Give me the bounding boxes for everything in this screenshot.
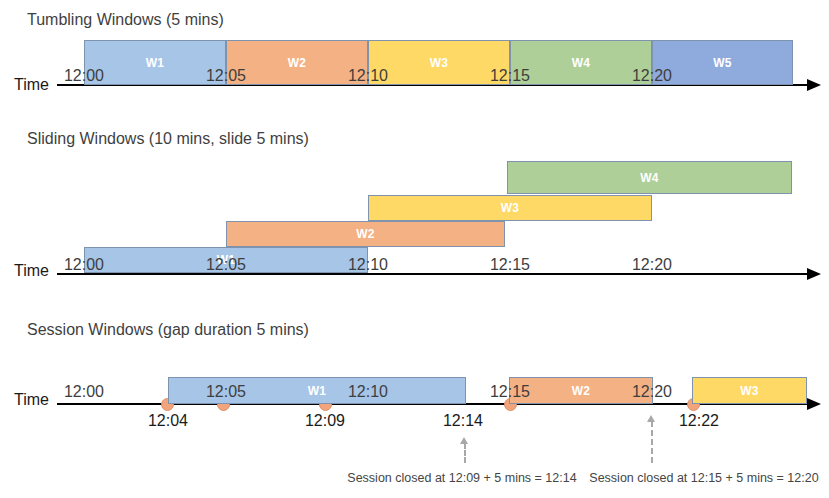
window-label: W1 [146, 56, 165, 70]
time-axis-label: Time [14, 391, 49, 409]
window-session-w3: W3 [692, 377, 807, 404]
tick-label-tumbling-0: 12:00 [52, 68, 116, 84]
event-time-label: 12:04 [133, 413, 203, 429]
timeline-arrowhead-icon [807, 79, 821, 91]
window-sliding-w3: W3 [368, 195, 652, 221]
callout-text: Session closed at 12:15 + 5 mins = 12:20 [504, 471, 829, 485]
window-label: W2 [288, 56, 307, 70]
tick-label-tumbling-3: 12:15 [478, 68, 542, 84]
tick-label-session-3: 12:15 [478, 384, 542, 400]
window-label: W3 [430, 56, 449, 70]
window-label: W4 [572, 56, 591, 70]
timeline-axis [57, 273, 807, 275]
window-sliding-w2: W2 [226, 221, 505, 247]
window-sliding-w4: W4 [507, 161, 792, 194]
time-axis-label: Time [14, 76, 49, 94]
tick-label-tumbling-2: 12:10 [336, 68, 400, 84]
event-time-label: 12:14 [428, 413, 498, 429]
window-label: W5 [713, 56, 732, 70]
tick-label-tumbling-4: 12:20 [620, 68, 684, 84]
tick-label-session-1: 12:05 [194, 384, 258, 400]
callout-arrow-head-icon [647, 415, 655, 422]
timeline-arrowhead-icon [807, 398, 821, 410]
tick-label-sliding-0: 12:00 [52, 257, 116, 273]
tick-label-sliding-3: 12:15 [478, 257, 542, 273]
window-label: W4 [640, 171, 659, 185]
window-label: W3 [501, 201, 520, 215]
callout-arrow-line [651, 421, 653, 463]
tick-label-tumbling-1: 12:05 [194, 68, 258, 84]
callout-arrow-line [464, 443, 466, 463]
timeline-arrowhead-icon [807, 268, 821, 280]
tick-label-session-2: 12:10 [336, 384, 400, 400]
tick-label-sliding-2: 12:10 [336, 257, 400, 273]
section-title-session: Session Windows (gap duration 5 mins) [27, 321, 309, 339]
time-axis-label: Time [14, 262, 49, 280]
tick-label-session-4: 12:20 [620, 384, 684, 400]
tick-label-sliding-4: 12:20 [620, 257, 684, 273]
tick-label-session-0: 12:00 [52, 384, 116, 400]
section-title-tumbling: Tumbling Windows (5 mins) [27, 11, 224, 29]
event-time-label: 12:09 [290, 413, 360, 429]
section-title-sliding: Sliding Windows (10 mins, slide 5 mins) [27, 130, 309, 148]
event-time-label: 12:22 [664, 413, 734, 429]
tick-label-sliding-1: 12:05 [194, 257, 258, 273]
windowing-strategies-diagram: Tumbling Windows (5 mins) Time W1 W2 W3 W4 W5 1… [0, 0, 829, 498]
window-label: W3 [740, 384, 759, 398]
window-label: W2 [356, 227, 375, 241]
window-label: W2 [572, 384, 591, 398]
callout-arrow-head-icon [460, 437, 468, 444]
window-label: W1 [308, 384, 327, 398]
